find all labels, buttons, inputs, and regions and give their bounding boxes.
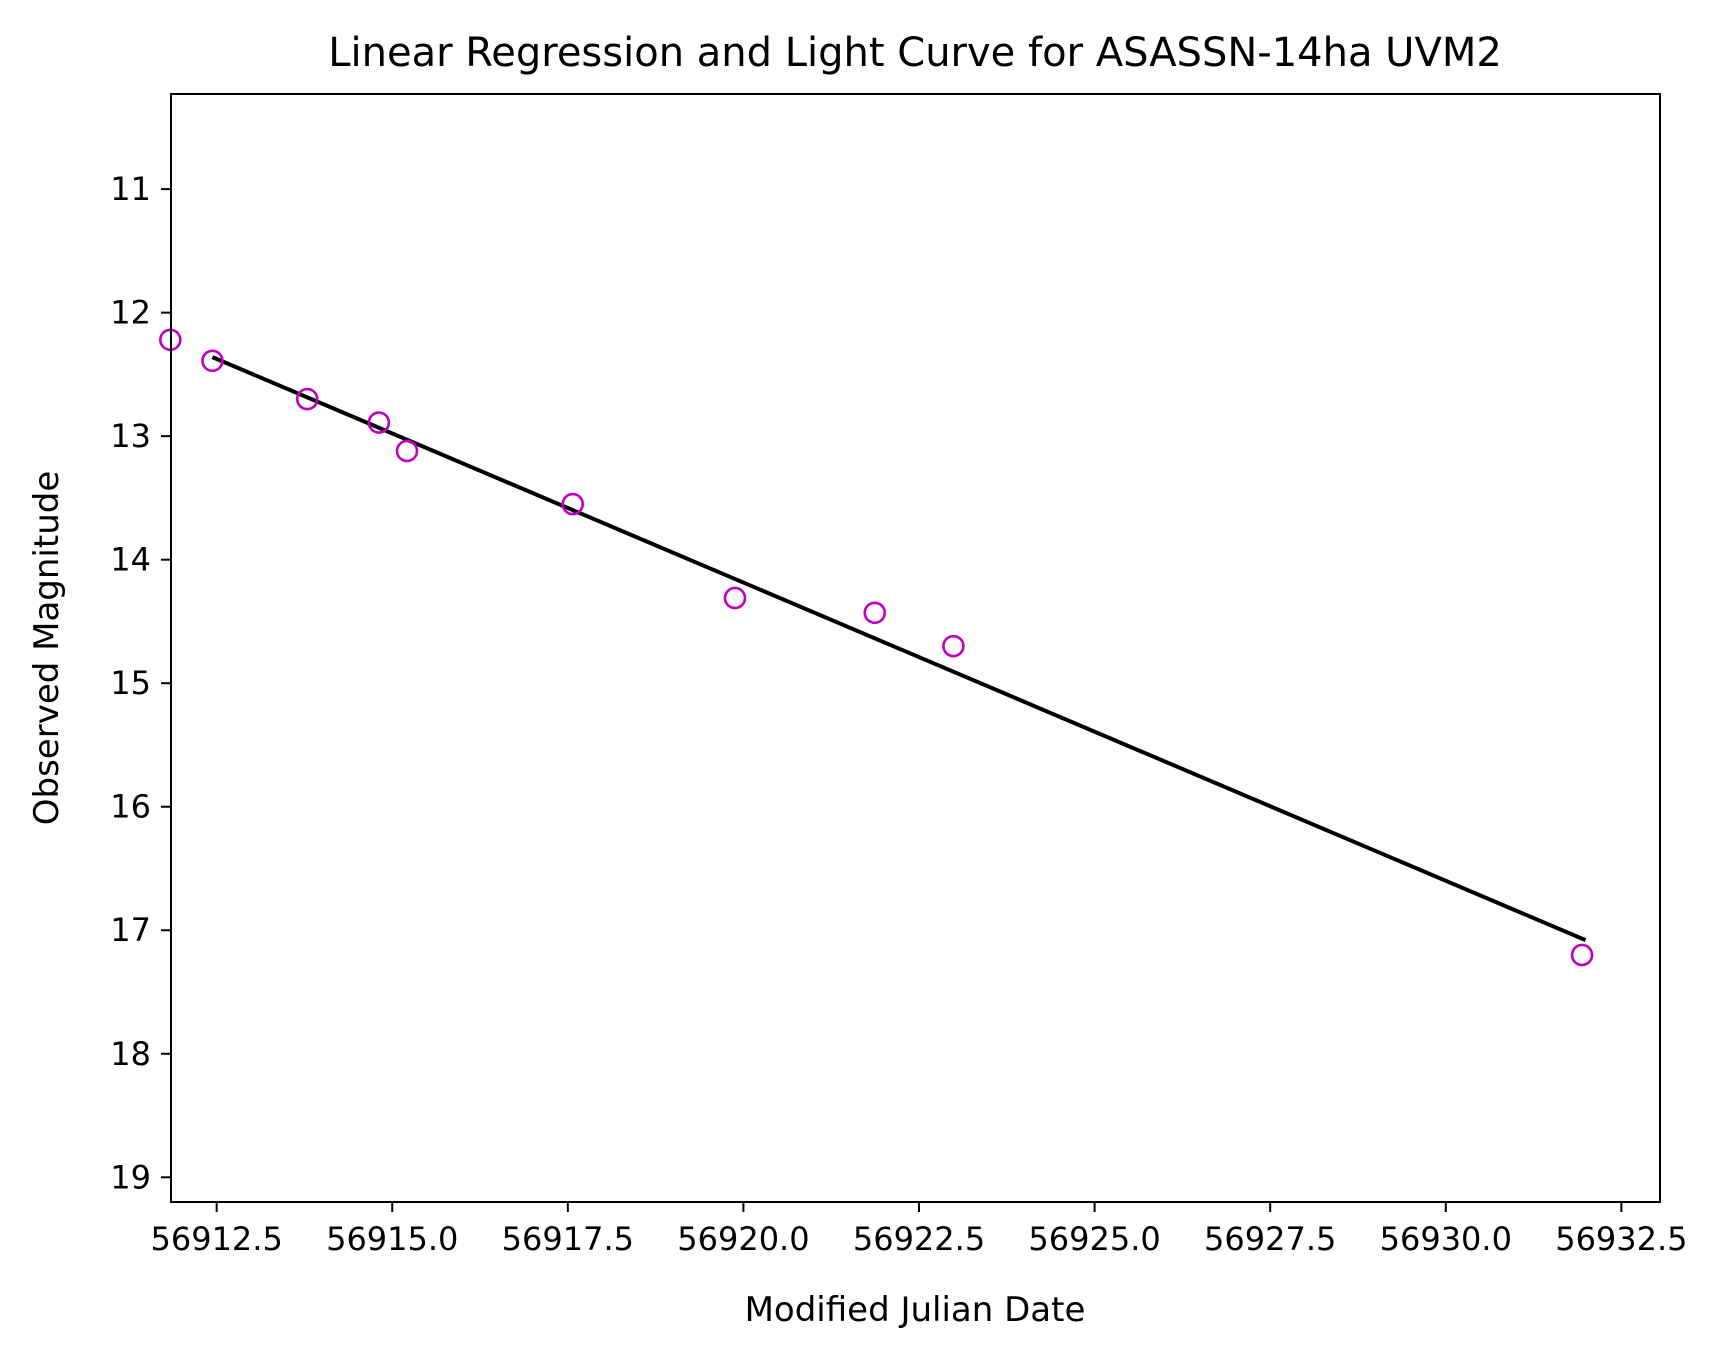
x-tick-label: 56925.0 xyxy=(1028,1220,1160,1258)
data-point xyxy=(1570,943,1594,967)
x-tick-label: 56920.0 xyxy=(677,1220,809,1258)
x-tick-label: 56922.5 xyxy=(853,1220,985,1258)
x-tick-label: 56930.0 xyxy=(1380,1220,1512,1258)
y-tick-label: 11 xyxy=(110,170,151,208)
data-point xyxy=(395,439,419,463)
data-point xyxy=(942,634,965,658)
x-axis: 56912.5 56915.0 56917.5 56920.0 56922.5 56925… xyxy=(150,1202,1688,1258)
y-axis: 11 12 13 14 15 16 17 18 19 xyxy=(110,170,171,1196)
x-tick-label: 56915.0 xyxy=(326,1220,458,1258)
data-point xyxy=(863,601,887,625)
x-tick-label: 56917.5 xyxy=(502,1220,634,1258)
data-point xyxy=(367,411,391,434)
y-tick-label: 14 xyxy=(110,541,151,579)
y-tick-label: 13 xyxy=(110,417,151,455)
data-point xyxy=(561,492,585,516)
x-axis-label: Modified Julian Date xyxy=(745,1290,1086,1330)
y-tick-label: 19 xyxy=(110,1158,151,1196)
data-point xyxy=(201,349,224,373)
x-tick-label: 56927.5 xyxy=(1204,1220,1336,1258)
plot-area xyxy=(158,328,1594,967)
y-tick-label: 15 xyxy=(110,664,151,702)
plot-frame xyxy=(170,93,1661,1203)
y-tick-label: 17 xyxy=(110,911,151,949)
y-tick-label: 18 xyxy=(110,1035,151,1073)
data-point xyxy=(723,586,747,610)
x-tick-label: 56932.5 xyxy=(1555,1220,1687,1258)
regression-line xyxy=(211,355,1587,942)
data-point xyxy=(295,387,319,411)
y-axis-label: Observed Magnitude xyxy=(27,471,67,826)
x-tick-label: 56912.5 xyxy=(150,1220,282,1258)
y-tick-label: 12 xyxy=(110,294,151,332)
y-tick-label: 16 xyxy=(110,788,151,826)
chart-title: Linear Regression and Light Curve for AS… xyxy=(328,30,1502,76)
